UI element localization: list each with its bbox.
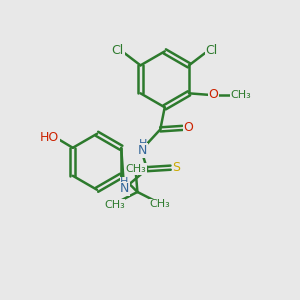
Text: N: N xyxy=(138,144,147,157)
Text: Cl: Cl xyxy=(112,44,124,56)
Text: CH₃: CH₃ xyxy=(104,200,125,210)
Text: CH₃: CH₃ xyxy=(149,199,170,209)
Text: O: O xyxy=(183,122,193,134)
Text: CH₃: CH₃ xyxy=(126,164,146,174)
Text: H: H xyxy=(120,177,129,188)
Text: S: S xyxy=(172,161,181,174)
Text: CH₃: CH₃ xyxy=(230,90,251,100)
Text: N: N xyxy=(120,182,129,195)
Text: H: H xyxy=(139,139,147,149)
Text: Cl: Cl xyxy=(206,44,218,56)
Text: O: O xyxy=(208,88,218,101)
Text: HO: HO xyxy=(40,131,59,144)
